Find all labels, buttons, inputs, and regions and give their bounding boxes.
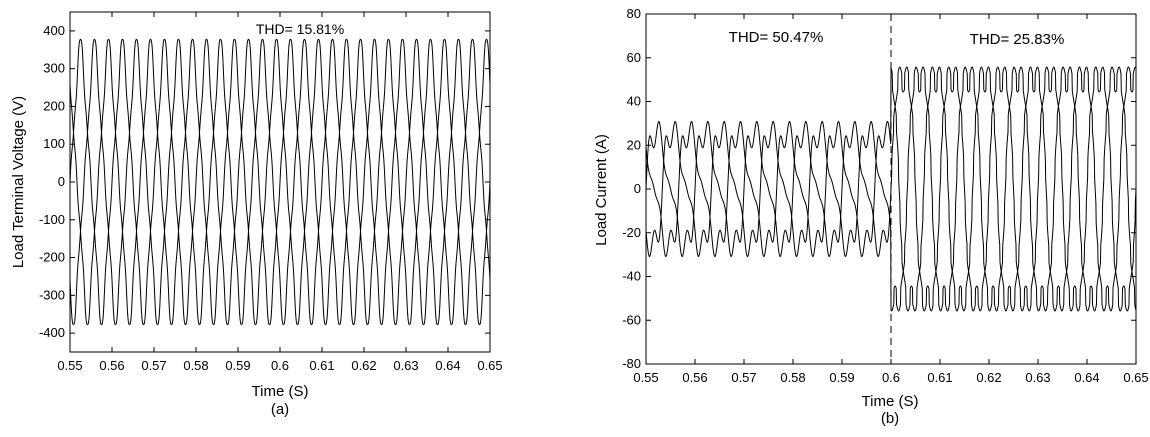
panel-b-ylabel: Load Current (A) xyxy=(593,134,610,246)
panel-a-x-tick-label: 0.64 xyxy=(435,358,460,373)
panel-b-x-tick-label: 0.61 xyxy=(927,370,952,385)
panel-b: 0.55 0.56 0.57 0.58 0.59 0.6 0.61 0.62 0.63 0.64 0… xyxy=(593,6,1149,427)
panel-a-x-tick-label: 0.56 xyxy=(99,358,124,373)
panel-b-y-tick-label: 60 xyxy=(627,50,641,65)
panel-b-y-tick-label: 40 xyxy=(627,94,641,109)
panel-b-y-ticks: 80 60 40 20 0 -20 -40 -60 -80 xyxy=(622,6,1136,371)
panel-b-y-tick-label: -80 xyxy=(622,356,641,371)
panel-a-series-line-3 xyxy=(69,38,491,326)
panel-a: 0.55 0.56 0.57 0.58 0.59 0.6 0.61 0.62 0.63 0.64 0… xyxy=(10,11,503,418)
panel-a-y-tick-label: -100 xyxy=(39,212,65,227)
panel-b-label: (b) xyxy=(881,410,899,427)
panel-b-x-tick-label: 0.6 xyxy=(882,370,900,385)
panel-a-y-ticks: 400 300 200 100 0 -100 -200 -300 -400 xyxy=(39,23,490,340)
panel-a-x-tick-label: 0.59 xyxy=(225,358,250,373)
panel-a-x-tick-label: 0.58 xyxy=(183,358,208,373)
panel-b-x-ticks: 0.55 0.56 0.57 0.58 0.59 0.6 0.61 0.62 0.63 0.64 0… xyxy=(633,14,1149,385)
panel-b-x-tick-label: 0.64 xyxy=(1074,370,1099,385)
panel-b-series-line-2 xyxy=(645,66,1137,312)
panel-b-y-tick-label: -40 xyxy=(622,269,641,284)
panel-b-x-tick-label: 0.62 xyxy=(976,370,1001,385)
panel-a-xlabel: Time (S) xyxy=(252,383,309,400)
panel-a-series-line-2 xyxy=(69,38,491,326)
panel-a-x-ticks: 0.55 0.56 0.57 0.58 0.59 0.6 0.61 0.62 0.63 0.64 0… xyxy=(57,12,503,373)
panel-b-x-tick-label: 0.55 xyxy=(633,370,658,385)
panel-a-x-tick-label: 0.65 xyxy=(477,358,502,373)
panel-a-x-tick-label: 0.61 xyxy=(309,358,334,373)
panel-a-thd-label: THD= 15.81% xyxy=(256,21,344,37)
panel-a-x-tick-label: 0.6 xyxy=(271,358,289,373)
panel-b-x-tick-label: 0.63 xyxy=(1025,370,1050,385)
panel-a-y-tick-label: 400 xyxy=(43,23,65,38)
panel-a-label: (a) xyxy=(271,401,289,418)
panel-a-y-tick-label: -400 xyxy=(39,325,65,340)
panel-a-y-tick-label: 200 xyxy=(43,98,65,113)
panel-a-x-tick-label: 0.62 xyxy=(351,358,376,373)
panel-b-y-tick-label: -60 xyxy=(622,312,641,327)
panel-b-x-tick-label: 0.56 xyxy=(682,370,707,385)
panel-a-series xyxy=(69,38,491,326)
panel-a-ylabel: Load Terminal Voltage (V) xyxy=(10,96,27,268)
panel-a-y-tick-label: -300 xyxy=(39,287,65,302)
panel-a-x-tick-label: 0.63 xyxy=(393,358,418,373)
panel-b-y-tick-label: 20 xyxy=(627,137,641,152)
panel-a-x-tick-label: 0.55 xyxy=(57,358,82,373)
panel-b-x-tick-label: 0.65 xyxy=(1123,370,1148,385)
panel-b-x-tick-label: 0.58 xyxy=(780,370,805,385)
panel-b-xlabel: Time (S) xyxy=(862,393,919,410)
panel-a-y-tick-label: 0 xyxy=(58,174,65,189)
panel-a-y-tick-label: 100 xyxy=(43,136,65,151)
panel-a-series-line-1 xyxy=(69,38,491,326)
panel-b-thd-label-left: THD= 50.47% xyxy=(729,29,824,46)
panel-a-y-tick-label: -200 xyxy=(39,250,65,265)
panel-b-thd-label-right: THD= 25.83% xyxy=(970,31,1065,48)
panel-b-y-tick-label: 80 xyxy=(627,6,641,21)
panel-b-y-tick-label: 0 xyxy=(634,181,641,196)
panel-a-x-tick-label: 0.57 xyxy=(141,358,166,373)
panel-b-y-tick-label: -20 xyxy=(622,225,641,240)
panel-b-x-tick-label: 0.57 xyxy=(731,370,756,385)
panel-a-y-tick-label: 300 xyxy=(43,61,65,76)
panel-b-x-tick-label: 0.59 xyxy=(829,370,854,385)
